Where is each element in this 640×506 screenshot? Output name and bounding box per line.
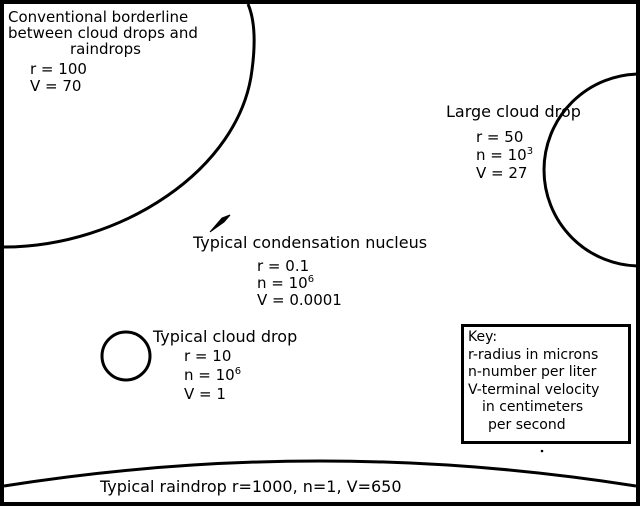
large-drop-title: Large cloud drop	[446, 102, 581, 121]
borderline-v-value: V = 70	[30, 77, 82, 95]
large-drop-r-value: r = 50	[476, 128, 524, 146]
key-line-v: V-terminal velocity	[468, 381, 600, 398]
key-title: Key:	[468, 329, 498, 345]
key-dot	[540, 449, 544, 453]
borderline-r-value: r = 100	[30, 60, 87, 78]
nucleus-r-value: r = 0.1	[257, 257, 310, 275]
large-drop-v-value: V = 27	[476, 164, 528, 182]
cloud-drop-n-value: n = 106	[184, 366, 242, 384]
raindrop-arc	[3, 459, 637, 488]
borderline-label-line-2: between cloud drops and	[8, 24, 198, 42]
nucleus-v-value: V = 0.0001	[257, 291, 342, 309]
cloud-drop-title: Typical cloud drop	[153, 327, 298, 346]
key-line-v-units-1: in centimeters	[482, 399, 584, 415]
raindrop-label: Typical raindrop r=1000, n=1, V=650	[100, 477, 402, 496]
key-line-n: n-number per liter	[468, 364, 597, 380]
key-line-v-units-2: per second	[488, 416, 566, 433]
nucleus-n-value: n = 106	[257, 274, 315, 292]
borderline-label-line-1: Conventional borderline	[8, 8, 189, 26]
borderline-circle	[3, 3, 256, 249]
cloud-drop-r-value: r = 10	[184, 347, 232, 365]
large-drop-n-value: n = 103	[476, 146, 534, 164]
nucleus-title: Typical condensation nucleus	[193, 233, 428, 252]
borderline-label-line-3: raindrops	[70, 40, 141, 58]
large-cloud-drop-circle	[542, 72, 640, 268]
cloud-drop-v-value: V = 1	[184, 385, 226, 403]
key-line-r: r-radius in microns	[468, 346, 599, 363]
condensation-nucleus-mark	[209, 214, 231, 233]
typical-cloud-drop-circle	[100, 330, 152, 382]
key-box: Key: r-radius in microns n-number per li…	[461, 324, 631, 444]
